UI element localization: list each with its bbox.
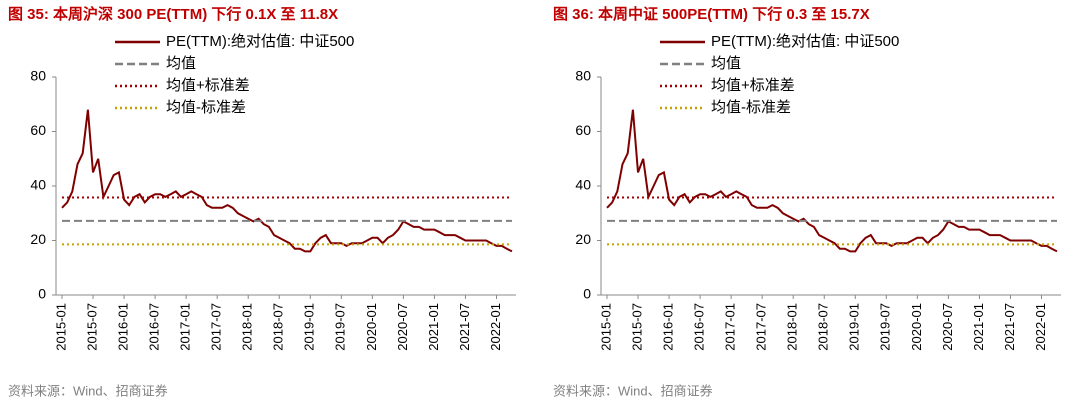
x-tick-label: 2015-01 [598,303,613,351]
x-tick-label: 2015-01 [53,303,68,351]
legend-label: 均值-标准差 [166,99,246,116]
x-tick-label: 2017-07 [209,303,224,351]
y-tick-label: 0 [583,286,591,302]
legend-label: 均值 [166,55,196,72]
x-tick-label: 2016-01 [661,303,676,351]
x-tick-label: 2016-07 [692,303,707,351]
x-tick-label: 2018-01 [785,303,800,351]
legend-label: 均值-标准差 [711,99,791,116]
x-tick-label: 2016-07 [147,303,162,351]
legend-label: 均值 [711,55,741,72]
pe-line [606,109,1058,253]
x-tick-label: 2020-07 [395,303,410,351]
x-tick-label: 2022-01 [1033,303,1048,351]
y-tick-label: 80 [575,68,591,84]
x-tick-label: 2015-07 [629,303,644,351]
y-tick-label: 60 [575,122,591,138]
x-tick-label: 2017-01 [723,303,738,351]
chart-title: 图 35: 本周沪深 300 PE(TTM) 下行 0.1X 至 11.8X [8,5,338,23]
legend-label: 均值+标准差 [711,77,795,94]
y-tick-label: 60 [30,122,46,138]
source: 资料来源：Wind、招商证券 [8,383,168,398]
x-tick-label: 2018-07 [271,303,286,351]
x-tick-label: 2021-01 [971,303,986,351]
y-tick-label: 40 [575,177,591,193]
x-tick-label: 2019-01 [302,303,317,351]
legend-label: PE(TTM):绝对估值: 中证500 [711,33,899,50]
chart-title: 图 36: 本周中证 500PE(TTM) 下行 0.3 至 15.7X [553,5,870,23]
pe-line [61,109,513,253]
x-tick-label: 2016-01 [116,303,131,351]
x-tick-label: 2018-01 [240,303,255,351]
x-tick-label: 2018-07 [816,303,831,351]
x-tick-label: 2020-01 [364,303,379,351]
x-tick-label: 2020-07 [940,303,955,351]
legend-label: 均值+标准差 [166,77,250,94]
x-tick-label: 2015-07 [84,303,99,351]
y-tick-label: 0 [38,286,46,302]
x-tick-label: 2021-01 [426,303,441,351]
x-tick-label: 2017-07 [754,303,769,351]
x-tick-label: 2019-01 [847,303,862,351]
x-tick-label: 2022-01 [488,303,503,351]
source: 资料来源：Wind、招商证券 [553,383,713,398]
y-tick-label: 80 [30,68,46,84]
x-tick-label: 2021-07 [457,303,472,351]
x-tick-label: 2019-07 [333,303,348,351]
x-tick-label: 2017-01 [178,303,193,351]
x-tick-label: 2019-07 [878,303,893,351]
y-tick-label: 20 [575,231,591,247]
x-tick-label: 2020-01 [909,303,924,351]
y-tick-label: 20 [30,231,46,247]
x-tick-label: 2021-07 [1002,303,1017,351]
legend-label: PE(TTM):绝对估值: 中证500 [166,33,354,50]
y-tick-label: 40 [30,177,46,193]
